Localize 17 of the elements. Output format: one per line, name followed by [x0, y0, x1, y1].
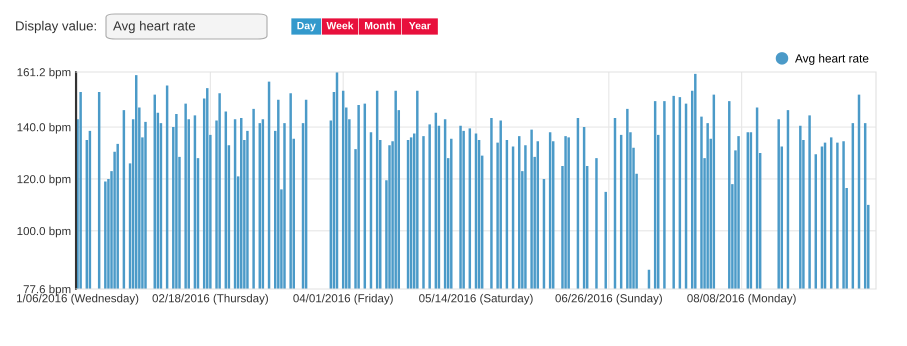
text: Month [364, 22, 395, 30]
x-tick-label: 05/14/2016 (Saturday) [419, 294, 533, 305]
text: Display value: [16, 20, 96, 34]
y-tick-label: 140.0 bpm [18, 122, 70, 134]
legend-label: Avg heart rate [795, 54, 868, 65]
x-tick-label: 06/26/2016 (Sunday) [555, 294, 662, 305]
text: Day [297, 22, 316, 32]
y-tick-label: 120.0 bpm [18, 174, 70, 186]
text: Avg heart rate [113, 20, 196, 34]
text: Year [408, 22, 431, 30]
x-tick-label: 02/18/2016 (Thursday) [152, 294, 268, 305]
y-tick-label: 161.2 bpm [18, 68, 70, 79]
y-tick-label: 100.0 bpm [18, 226, 70, 238]
x-tick-label: 04/01/2016 (Friday) [293, 294, 393, 305]
text: Week [326, 22, 354, 30]
x-tick-label: 1/06/2016 (Wednesday) [17, 294, 138, 305]
x-tick-label: 08/08/2016 (Monday) [687, 294, 796, 305]
